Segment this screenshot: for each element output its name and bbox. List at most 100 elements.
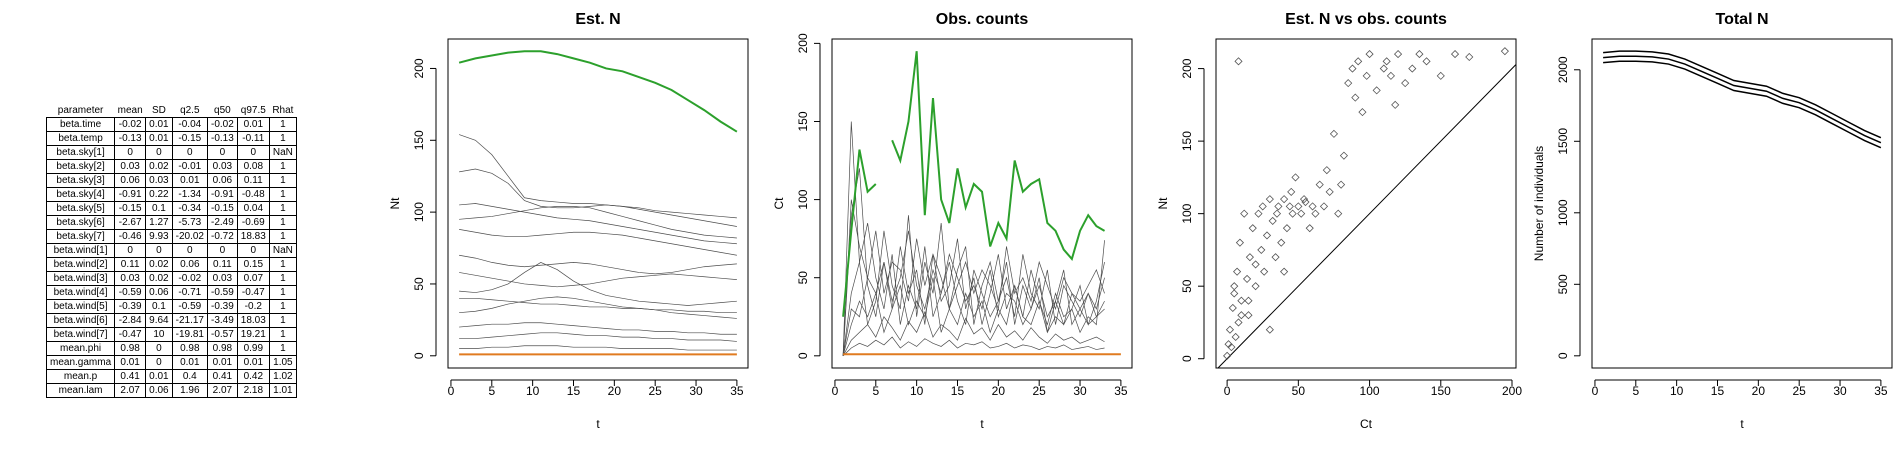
y-tick-label: 50: [412, 277, 426, 291]
x-tick-label: 100: [1360, 384, 1380, 398]
table-cell: 1: [268, 173, 297, 188]
point: [1365, 50, 1374, 59]
y-tick-label: 0: [1180, 355, 1194, 362]
column-header: q50: [214, 105, 231, 116]
plot-box: [1591, 38, 1893, 369]
point: [1344, 79, 1353, 88]
point: [1234, 57, 1243, 66]
x-tick-label: 5: [872, 384, 879, 398]
x-tick-label: 35: [1874, 384, 1888, 398]
point: [1372, 86, 1381, 95]
point: [1401, 79, 1410, 88]
point: [1299, 195, 1309, 204]
point: [1240, 209, 1249, 218]
y-tick-label: 1500: [1556, 128, 1570, 155]
point: [1322, 166, 1331, 175]
point: [1393, 50, 1403, 59]
point: [1358, 108, 1367, 117]
series-line: [842, 240, 1105, 356]
point: [1308, 202, 1317, 211]
point: [1235, 238, 1244, 247]
point: [1339, 151, 1348, 160]
series-line: [459, 262, 737, 306]
x-tick-label: 150: [1431, 384, 1451, 398]
summary-table: parameter mean SD q2.5 q50 q97.5 Rhat beta.tim…: [45, 104, 297, 398]
y-tick-label: 150: [1180, 131, 1194, 151]
point: [1265, 195, 1274, 204]
plot-box: [447, 38, 749, 369]
point: [1287, 187, 1296, 196]
point: [1319, 202, 1329, 211]
series-line: [842, 121, 1105, 356]
point: [1379, 64, 1388, 73]
y-axis-label: Nt: [1156, 197, 1170, 210]
point: [1258, 202, 1267, 211]
y-tick-label: 0: [412, 352, 426, 359]
point: [1334, 209, 1343, 218]
point: [1337, 180, 1346, 189]
point: [1348, 64, 1357, 73]
y-tick-label: 200: [1180, 58, 1194, 78]
point: [1227, 343, 1236, 352]
point: [1231, 332, 1240, 342]
y-tick-label: 0: [796, 352, 810, 359]
table-cell: -1.34: [171, 187, 208, 202]
y-tick-label: 500: [1556, 274, 1570, 294]
x-tick-label: 50: [1292, 384, 1306, 398]
table-cell: 1: [268, 271, 297, 286]
x-axis-label: t: [1740, 417, 1744, 431]
point: [1351, 93, 1360, 102]
y-tick-label: 100: [1180, 203, 1194, 223]
point: [1242, 274, 1252, 283]
series-line: [842, 168, 1105, 356]
series-line: [1603, 60, 1882, 149]
table-cell: 0: [145, 145, 173, 160]
x-tick-label: 10: [910, 384, 924, 398]
point: [1268, 216, 1277, 225]
table-body: beta.time -0.02 0.01 -0.04 -0.02 0.01 1 beta.te…: [45, 117, 297, 398]
table-cell: 0.01: [171, 173, 208, 188]
point: [1291, 173, 1300, 182]
column-header: parameter: [57, 105, 104, 116]
point: [1311, 209, 1320, 218]
table-cell: 9.64: [145, 313, 173, 328]
x-tick-label: 5: [1632, 384, 1639, 398]
point: [1315, 180, 1324, 189]
x-axis-label: t: [980, 417, 984, 431]
x-tick-label: 20: [1752, 384, 1766, 398]
y-tick-label: 2000: [1556, 56, 1570, 83]
y-tick-label: 150: [412, 130, 426, 150]
series-line: [459, 332, 737, 342]
y-tick-label: 50: [1180, 279, 1194, 293]
point: [1415, 50, 1424, 59]
header-row: parameter mean SD q2.5 q50 q97.5 Rhat: [47, 104, 297, 118]
series-line: [459, 254, 737, 275]
x-tick-label: 0: [448, 384, 455, 398]
table-row: mean.p 0.41 0.01 0.4 0.41 0.42 1.02: [45, 369, 297, 384]
y-tick-label: 200: [412, 58, 426, 78]
series-line: [459, 203, 737, 245]
point: [1408, 64, 1417, 73]
point: [1386, 71, 1395, 80]
point: [1244, 311, 1253, 320]
identity-line: [1217, 64, 1517, 369]
series-line: [842, 311, 1105, 356]
point: [1288, 209, 1297, 218]
x-tick-label: 15: [951, 384, 965, 398]
point: [1354, 57, 1363, 66]
series-line: [458, 50, 738, 133]
point: [1244, 296, 1253, 305]
table-cell: 0.02: [145, 271, 173, 286]
series-line: [1603, 50, 1882, 139]
point: [1251, 260, 1260, 269]
point: [1282, 224, 1292, 233]
point: [1280, 195, 1289, 204]
series-line: [1603, 55, 1882, 144]
y-axis-label: Nt: [388, 197, 402, 210]
table-row: beta.sky[3] 0.06 0.03 0.01 0.06 0.11 1: [45, 173, 297, 188]
point: [1362, 71, 1371, 80]
series-line: [459, 322, 737, 335]
point: [1325, 187, 1334, 196]
x-tick-label: 25: [649, 384, 663, 398]
point: [1262, 231, 1272, 240]
